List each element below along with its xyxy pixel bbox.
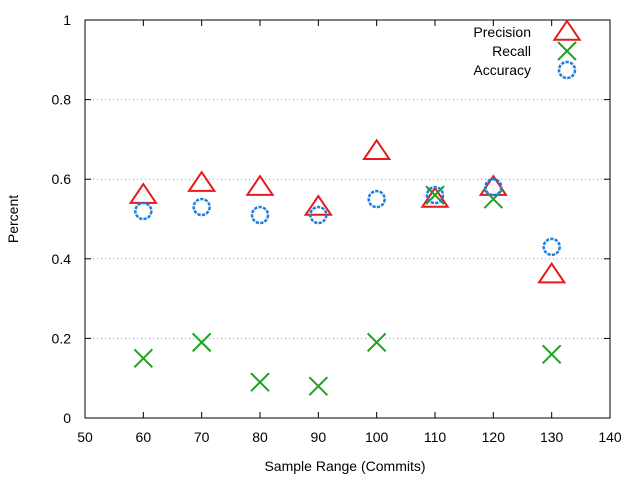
legend-marker-precision [552, 19, 582, 41]
y-tick-label: 0.4 [52, 251, 72, 267]
precision-point [537, 261, 567, 284]
series-recall [133, 185, 562, 396]
accuracy-point [250, 205, 270, 225]
x-tick-label: 120 [482, 429, 506, 445]
x-tick-label: 110 [424, 429, 447, 445]
x-tick-label: 90 [311, 429, 327, 445]
recall-point [191, 332, 212, 353]
y-axis-ticks: 0 0.2 0.4 0.6 0.8 1 [52, 12, 610, 426]
accuracy-point [192, 197, 211, 217]
precision-point [187, 170, 217, 192]
x-axis-label: Sample Range (Commits) [264, 458, 425, 474]
legend-marker-accuracy [557, 60, 577, 80]
series-accuracy [134, 177, 561, 257]
precision-point [303, 194, 333, 216]
legend-label-precision: Precision [473, 24, 531, 40]
precision-point [128, 182, 158, 204]
precision-point [478, 174, 508, 196]
recall-point [250, 372, 270, 392]
precision-point [362, 138, 392, 161]
y-tick-label: 0.8 [52, 92, 72, 108]
x-tick-label: 100 [365, 429, 389, 445]
y-tick-label: 0.2 [52, 330, 72, 346]
precision-point [245, 174, 275, 196]
accuracy-point [134, 201, 153, 221]
accuracy-point [367, 189, 386, 209]
accuracy-point [425, 185, 445, 205]
x-tick-label: 50 [77, 429, 93, 445]
gridlines [85, 99, 610, 339]
accuracy-point [484, 177, 503, 197]
legend: Precision Recall Accuracy [473, 19, 582, 80]
recall-point [308, 376, 329, 396]
series-precision [128, 138, 567, 284]
y-tick-label: 0 [63, 410, 71, 426]
accuracy-point [542, 237, 561, 257]
x-tick-label: 130 [540, 429, 564, 445]
accuracy-point [309, 205, 328, 225]
y-axis-label: Percent [5, 195, 21, 243]
plot-frame [84, 19, 611, 419]
legend-marker-recall [557, 41, 577, 61]
x-tick-label: 140 [598, 429, 622, 445]
recall-point [133, 348, 154, 369]
x-axis-ticks: 50 60 70 80 90 100 110 120 130 140 [77, 20, 622, 445]
x-tick-label: 60 [136, 429, 152, 445]
legend-label-recall: Recall [492, 43, 531, 59]
recall-point [366, 332, 387, 353]
data-points [128, 138, 567, 396]
legend-label-accuracy: Accuracy [473, 62, 531, 78]
y-tick-label: 1 [63, 12, 71, 28]
recall-point [541, 344, 562, 365]
x-tick-label: 80 [252, 429, 268, 445]
y-tick-label: 0.6 [52, 171, 72, 187]
precision-point [420, 186, 450, 208]
x-tick-label: 70 [194, 429, 210, 445]
